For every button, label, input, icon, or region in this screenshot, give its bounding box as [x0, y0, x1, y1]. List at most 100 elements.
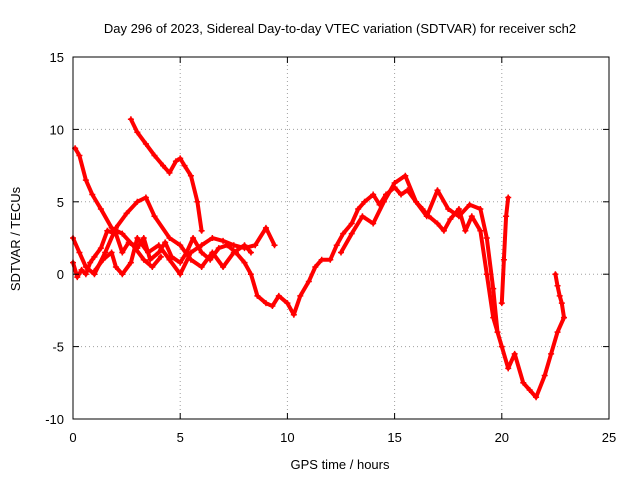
data-point [413, 198, 420, 205]
data-point [145, 249, 152, 256]
x-tick-label: 15 [387, 430, 401, 445]
y-tick-label: 15 [50, 50, 64, 65]
data-point [149, 263, 156, 270]
data-point [82, 177, 89, 184]
data-point [503, 213, 510, 220]
data-point [490, 285, 497, 292]
data-point [220, 263, 227, 270]
data-point [241, 245, 248, 252]
data-point [82, 271, 89, 278]
data-point [155, 242, 162, 249]
data-point [305, 278, 312, 285]
data-point [119, 249, 126, 256]
y-tick-label: 0 [57, 267, 64, 282]
data-point [198, 242, 205, 249]
data-point [74, 274, 81, 281]
x-tick-label: 10 [280, 430, 294, 445]
data-point [166, 169, 173, 176]
data-point [275, 292, 282, 299]
data-point [468, 213, 475, 220]
data-point [97, 245, 104, 252]
data-point [134, 235, 141, 241]
data-point [505, 194, 512, 201]
data-point [327, 256, 334, 263]
data-point [333, 242, 340, 249]
data-point [127, 259, 134, 266]
data-point [440, 227, 447, 234]
data-point [554, 282, 561, 289]
data-point [498, 300, 505, 307]
data-point [104, 227, 111, 234]
data-point [140, 256, 147, 263]
data-point [290, 311, 297, 318]
data-point [361, 198, 368, 205]
data-point [533, 394, 540, 401]
data-point [477, 206, 484, 213]
data-point [140, 235, 147, 241]
data-point [172, 158, 179, 165]
data-point [76, 152, 83, 159]
data-point [359, 213, 366, 220]
data-point [112, 263, 119, 270]
data-point [215, 245, 222, 252]
x-axis-label: GPS time / hours [291, 457, 390, 472]
data-point [151, 152, 158, 159]
data-point [455, 206, 462, 213]
data-point [147, 256, 154, 263]
x-tick-label: 20 [495, 430, 509, 445]
data-point [198, 249, 205, 256]
data-point [151, 213, 158, 220]
data-point [548, 350, 555, 357]
data-point [312, 263, 319, 270]
data-point [455, 213, 462, 220]
data-point [78, 266, 85, 273]
data-point [230, 242, 237, 249]
data-point [348, 220, 355, 227]
data-point [541, 372, 548, 379]
data-point [187, 249, 194, 256]
data-point [142, 140, 149, 147]
data-point [76, 249, 83, 256]
data-point [166, 235, 173, 241]
data-point [511, 350, 518, 357]
series-line-sdtvar-evening [499, 195, 511, 306]
data-point [181, 162, 188, 169]
series-line-sdtvar-early-2 [128, 117, 204, 233]
data-point [108, 249, 115, 256]
data-point [477, 227, 484, 234]
data-point [445, 206, 452, 213]
data-point [230, 249, 237, 256]
data-point [247, 249, 254, 256]
data-point [391, 179, 398, 186]
y-tick-label: -5 [52, 340, 64, 355]
data-point [123, 210, 130, 217]
data-point [134, 198, 141, 205]
data-point [355, 206, 362, 213]
data-point [127, 116, 134, 123]
data-point [398, 191, 405, 198]
data-point [160, 162, 167, 169]
data-point [162, 239, 169, 246]
data-point [483, 235, 490, 241]
data-point [554, 329, 561, 336]
data-point [269, 303, 276, 310]
data-point [177, 271, 184, 278]
data-point [177, 242, 184, 249]
grid [73, 57, 609, 419]
data-point [166, 256, 173, 263]
data-point [91, 268, 98, 275]
y-tick-label: 10 [50, 122, 64, 137]
data-point [498, 343, 505, 350]
data-point [560, 314, 567, 321]
data-point [102, 249, 109, 256]
data-point [112, 224, 119, 231]
data-point [434, 187, 441, 194]
data-point [462, 227, 469, 234]
data-point [119, 230, 126, 237]
data-point [198, 227, 205, 234]
series-line-sdtvar-main [71, 185, 566, 400]
data-point [82, 263, 89, 270]
data-point [87, 259, 94, 266]
data-point [318, 256, 325, 263]
data-point [284, 300, 291, 307]
